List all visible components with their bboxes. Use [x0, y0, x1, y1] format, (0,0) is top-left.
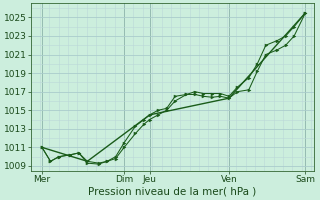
X-axis label: Pression niveau de la mer( hPa ): Pression niveau de la mer( hPa )	[88, 187, 256, 197]
